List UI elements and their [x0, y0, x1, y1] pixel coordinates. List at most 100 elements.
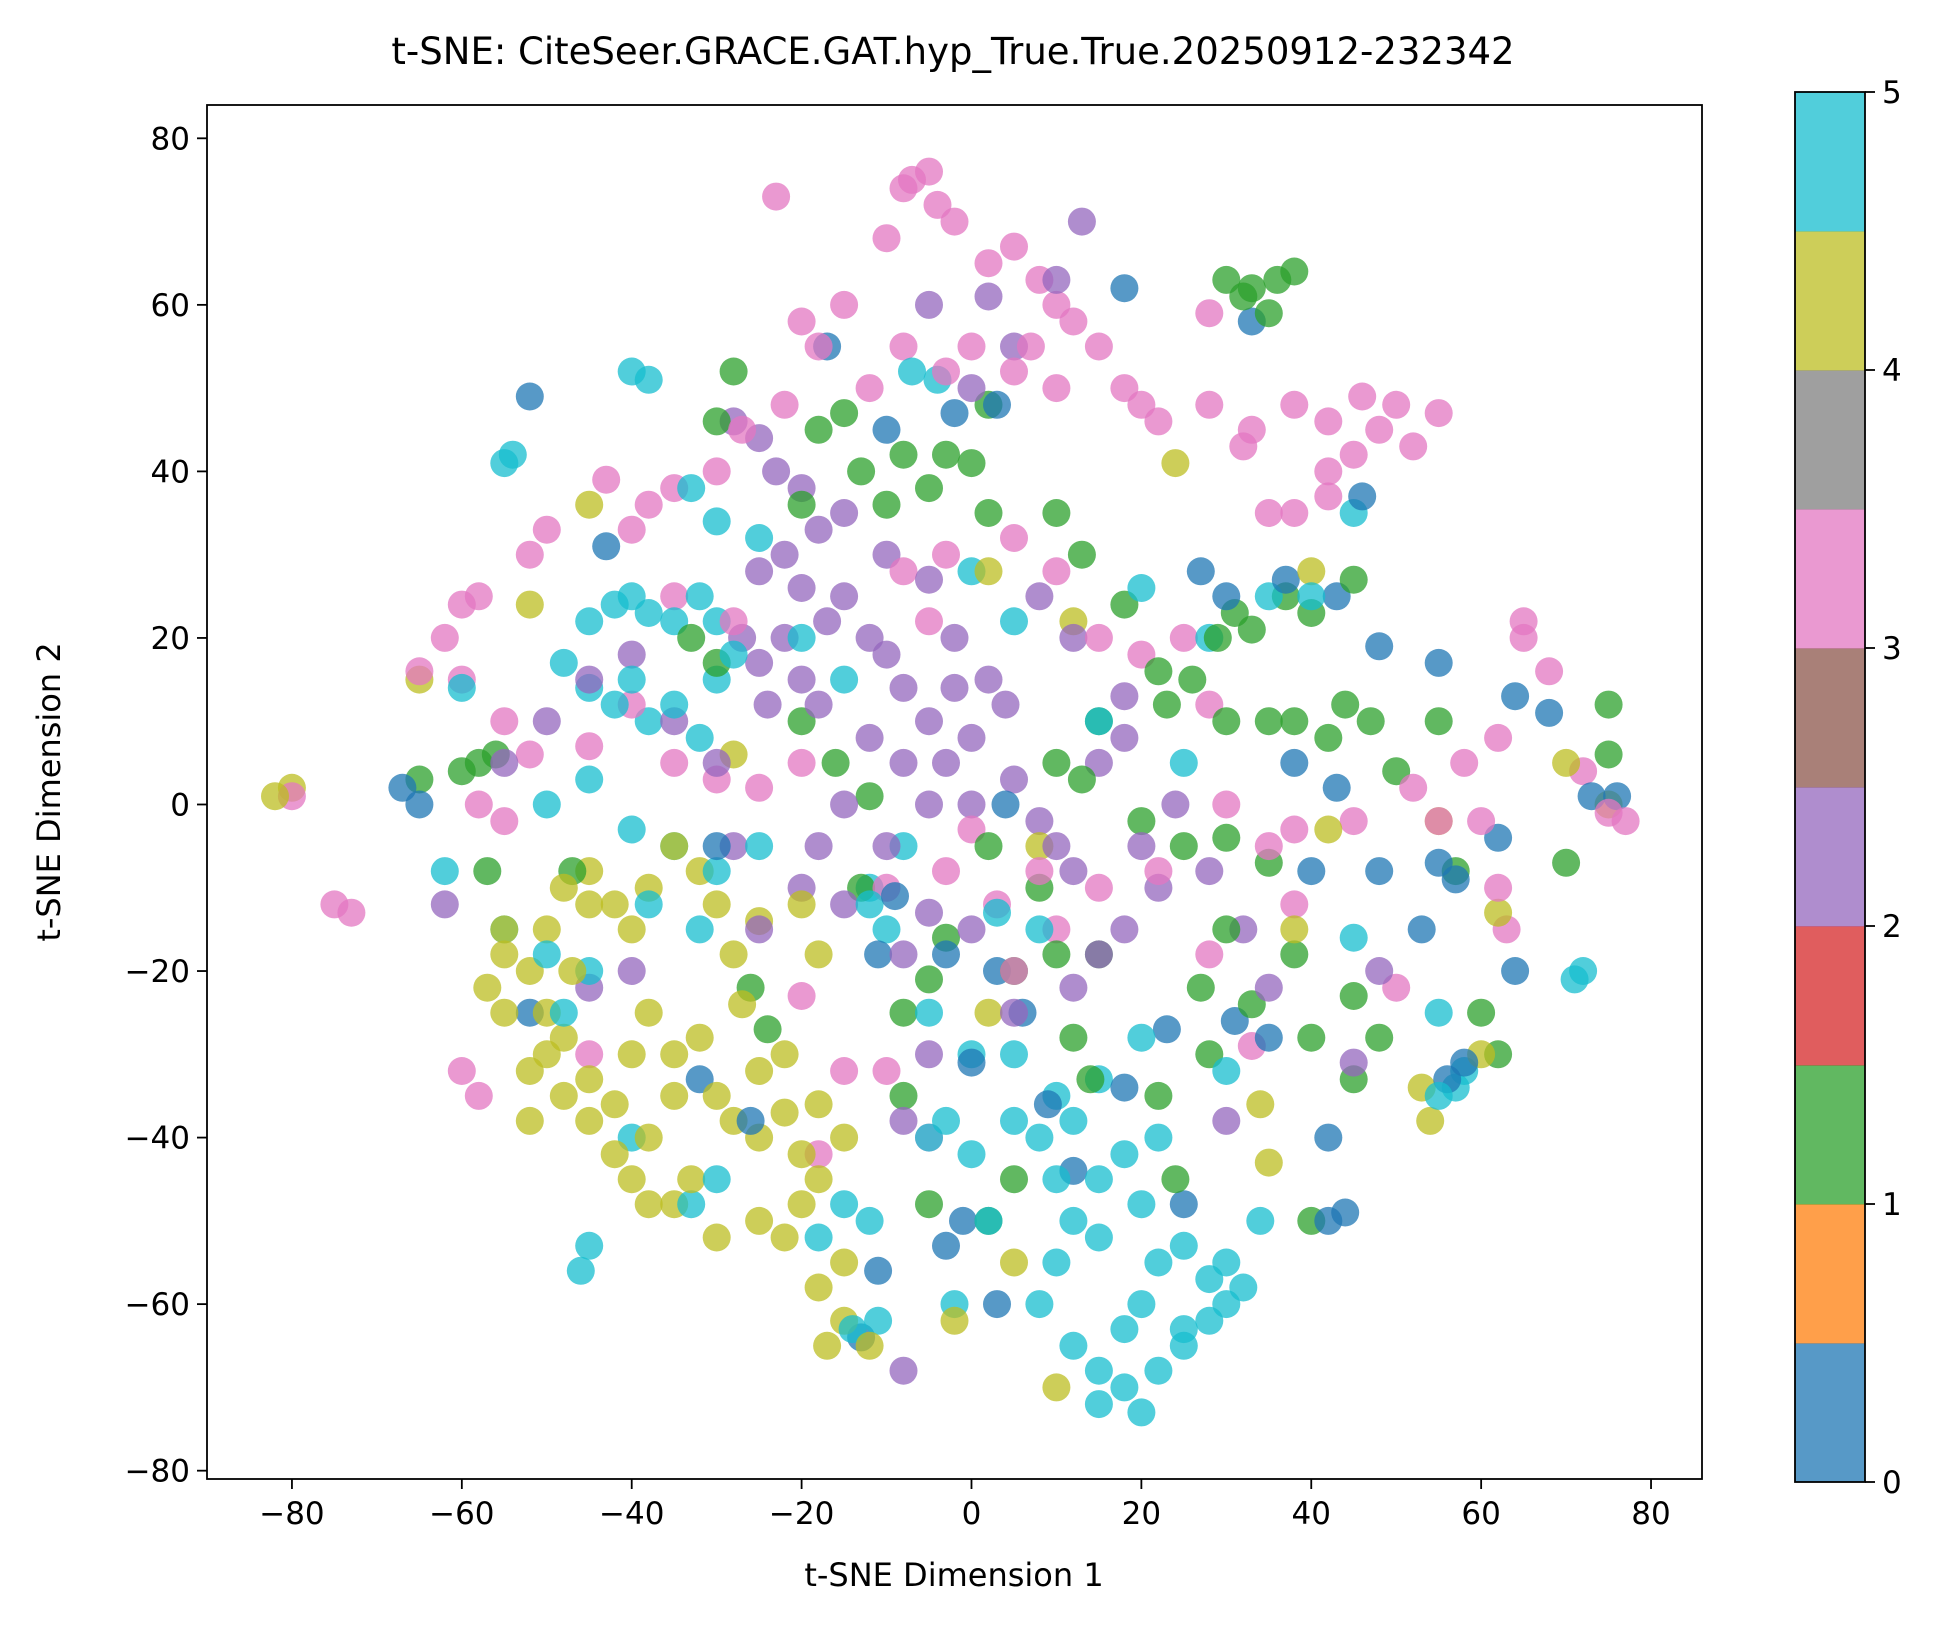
scatter-point-class-4: [1280, 915, 1309, 944]
scatter-point-class-5: [600, 690, 629, 719]
colorbar: 0 1 2 3 4 5: [1794, 75, 1902, 1501]
scatter-point-class-2: [991, 690, 1020, 719]
scatter-point-class-2: [787, 665, 816, 694]
scatter-point-class-1: [1594, 690, 1623, 719]
scatter-point-class-4: [549, 1023, 578, 1052]
scatter-point-class-3: [1484, 873, 1513, 902]
scatter-point-class-3: [855, 374, 884, 403]
scatter-point-class-1: [1161, 1165, 1190, 1194]
scatter-point-class-3: [1424, 399, 1453, 428]
scatter-point-class-3: [830, 290, 859, 319]
scatter-point-class-2: [1084, 940, 1113, 969]
scatter-point-class-0: [1424, 848, 1453, 877]
scatter-point-class-0: [736, 1106, 765, 1135]
colorbar-segment: [1795, 231, 1865, 371]
scatter-point-class-5: [1127, 1398, 1156, 1427]
colorbar-segment: [1795, 1204, 1865, 1344]
scatter-point-class-1: [787, 490, 816, 519]
scatter-point-class-4: [745, 1206, 774, 1235]
scatter-point-class-5: [1169, 748, 1198, 777]
scatter-point-class-3: [1195, 299, 1224, 328]
scatter-point-class-3: [1348, 382, 1377, 411]
scatter-point-class-2: [430, 890, 459, 919]
scatter-point-class-2: [1059, 857, 1088, 886]
scatter-point-class-5: [983, 898, 1011, 927]
scatter-point-class-2: [915, 707, 943, 736]
scatter-point-class-3: [1254, 832, 1283, 861]
plot-background: [207, 105, 1702, 1479]
scatter-point-class-2: [1042, 832, 1071, 861]
scatter-point-class-2: [1059, 623, 1088, 652]
scatter-point-class-2: [787, 574, 816, 602]
scatter-point-class-5: [1169, 1231, 1198, 1260]
scatter-point-class-5: [830, 665, 859, 694]
scatter-point-class-1: [1212, 707, 1241, 736]
scatter-point-class-1: [1314, 723, 1343, 752]
scatter-point-class-3: [1339, 807, 1368, 836]
scatter-point-class-2: [915, 898, 943, 927]
y-tick-label: −40: [125, 1121, 190, 1157]
scatter-point-class-1: [1356, 707, 1385, 736]
scatter-point-class-5: [855, 890, 884, 919]
scatter-point-class-1: [753, 1015, 782, 1044]
scatter-point-class-3: [898, 165, 926, 194]
scatter-point-class-5: [1569, 957, 1598, 985]
scatter-point-class-4: [490, 915, 519, 944]
scatter-point-class-1: [1254, 707, 1283, 736]
scatter-point-class-5: [745, 524, 774, 552]
scatter-point-class-5: [1084, 1356, 1113, 1385]
scatter-point-class-3: [1280, 499, 1309, 527]
scatter-point-class-4: [804, 940, 833, 969]
scatter-point-class-1: [830, 399, 859, 428]
scatter-point-class-5: [1084, 1223, 1113, 1252]
scatter-point-class-1: [915, 1190, 943, 1219]
scatter-point-class-1: [804, 415, 833, 444]
scatter-point-class-3: [490, 707, 519, 736]
scatter-point-class-5: [1000, 1106, 1028, 1135]
scatter-point-class-5: [685, 723, 714, 752]
scatter-point-class-4: [974, 998, 1003, 1027]
scatter-point-class-1: [932, 440, 960, 469]
scatter-point-class-1: [974, 832, 1003, 861]
scatter-point-class-5: [915, 998, 943, 1027]
scatter-point-class-3: [575, 1040, 604, 1069]
scatter-point-class-4: [549, 1081, 578, 1110]
scatter-point-class-3: [1042, 374, 1071, 403]
scatter-point-class-4: [634, 998, 663, 1027]
scatter-point-class-4: [617, 1040, 646, 1069]
colorbar-segment: [1795, 926, 1865, 1066]
scatter-point-class-4: [1000, 1248, 1028, 1277]
scatter-point-class-5: [719, 640, 748, 669]
scatter-point-class-4: [787, 1190, 816, 1219]
scatter-point-class-0: [1033, 1090, 1062, 1119]
scatter-point-class-3: [915, 607, 943, 636]
x-axis-label: t-SNE Dimension 1: [804, 1556, 1103, 1594]
scatter-point-class-0: [1450, 1048, 1479, 1077]
scatter-point-class-2: [940, 673, 969, 702]
scatter-point-class-4: [617, 915, 646, 944]
scatter-point-class-3: [634, 490, 663, 519]
scatter-point-class-1: [974, 499, 1003, 527]
scatter-point-class-3: [660, 748, 689, 777]
x-axis: −80 −60 −40 −20 0 20 40 60 80: [259, 1479, 1671, 1532]
scatter-point-class-0: [1314, 1206, 1343, 1235]
scatter-point-class-5: [830, 1190, 859, 1219]
scatter-point-class-5: [549, 648, 578, 677]
scatter-point-class-5: [1059, 1331, 1088, 1360]
scatter-point-class-1: [821, 748, 850, 777]
scatter-point-class-4: [261, 782, 289, 811]
scatter-point-class-1: [1000, 1165, 1028, 1194]
scatter-point-class-5: [974, 1206, 1003, 1235]
scatter-point-class-3: [1000, 957, 1028, 985]
scatter-point-class-5: [447, 673, 476, 702]
scatter-point-class-5: [1025, 915, 1054, 944]
scatter-point-class-1: [719, 357, 748, 386]
scatter-point-class-2: [745, 648, 774, 677]
scatter-point-class-5: [1144, 1248, 1173, 1277]
scatter-point-class-2: [813, 607, 842, 636]
colorbar-segment: [1795, 509, 1865, 649]
scatter-point-class-5: [702, 507, 731, 536]
scatter-point-class-5: [617, 357, 646, 386]
scatter-point-class-3: [1212, 790, 1241, 819]
scatter-point-class-1: [677, 623, 706, 652]
